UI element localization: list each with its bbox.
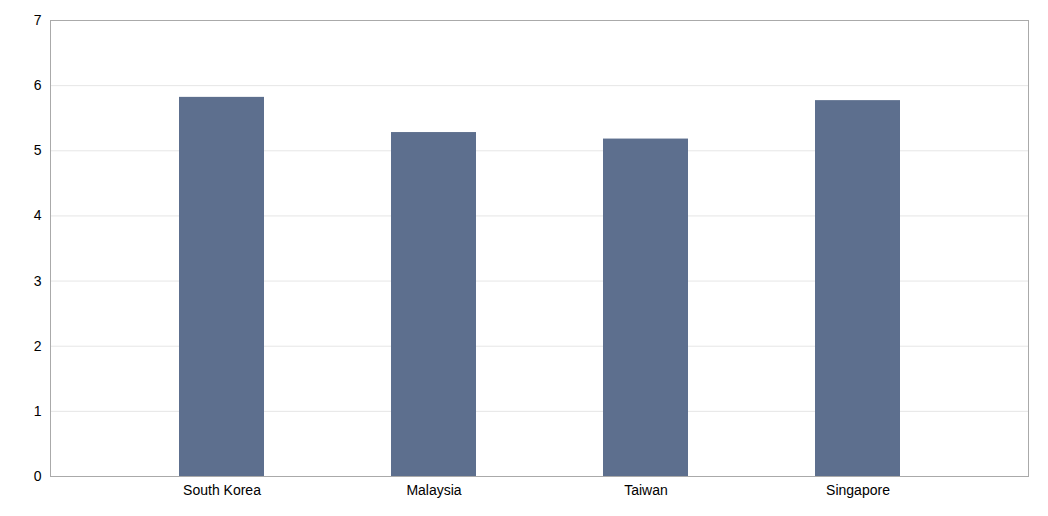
svg-text:2: 2 bbox=[34, 338, 42, 354]
svg-text:0: 0 bbox=[34, 468, 42, 484]
svg-text:South Korea: South Korea bbox=[183, 482, 261, 498]
svg-text:3: 3 bbox=[34, 273, 42, 289]
svg-text:Malaysia: Malaysia bbox=[406, 482, 461, 498]
svg-text:6: 6 bbox=[34, 77, 42, 93]
svg-text:7: 7 bbox=[34, 12, 42, 28]
svg-text:1: 1 bbox=[34, 403, 42, 419]
svg-text:Singapore: Singapore bbox=[826, 482, 890, 498]
svg-text:5: 5 bbox=[34, 142, 42, 158]
svg-text:4: 4 bbox=[34, 207, 42, 223]
svg-text:Taiwan: Taiwan bbox=[624, 482, 668, 498]
